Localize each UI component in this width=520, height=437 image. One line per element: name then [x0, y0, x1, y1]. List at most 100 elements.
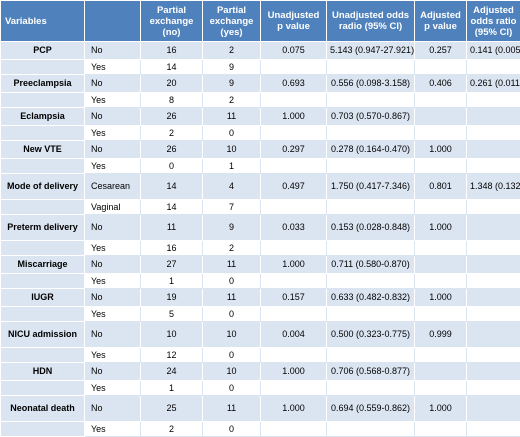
variable-cell: Preeclampsia [1, 75, 85, 93]
unadjusted-or-cell: 0.711 (0.580-0.870) [327, 256, 415, 274]
unadjusted-p-cell [261, 241, 327, 256]
level-cell: Yes [85, 381, 141, 396]
adjusted-p-cell [415, 159, 467, 174]
unadjusted-p-cell [261, 348, 327, 363]
unadjusted-or-cell: 1.750 (0.417-7.346) [327, 174, 415, 200]
adjusted-or-cell [467, 241, 520, 256]
partial-exchange-yes-cell: 9 [203, 60, 261, 75]
unadjusted-p-cell [261, 274, 327, 289]
variable-cell [1, 422, 85, 437]
adjusted-p-cell [415, 93, 467, 108]
partial-exchange-no-cell: 11 [141, 215, 203, 241]
adjusted-p-cell [415, 363, 467, 381]
partial-exchange-yes-cell: 10 [203, 141, 261, 159]
level-cell: No [85, 42, 141, 60]
level-cell: Cesarean [85, 174, 141, 200]
partial-exchange-no-cell: 12 [141, 348, 203, 363]
variable-cell [1, 159, 85, 174]
adjusted-or-cell: 0.261 (0.011-6.206) [467, 75, 520, 93]
adjusted-or-cell [467, 256, 520, 274]
unadjusted-or-cell [327, 159, 415, 174]
header-adjusted-p: Adjusted p value [415, 1, 467, 42]
partial-exchange-yes-cell: 9 [203, 215, 261, 241]
partial-exchange-no-cell: 10 [141, 322, 203, 348]
partial-exchange-yes-cell: 11 [203, 256, 261, 274]
adjusted-p-cell: 1.000 [415, 289, 467, 307]
adjusted-p-cell: 1.000 [415, 215, 467, 241]
variable-cell: NICU admission [1, 322, 85, 348]
variable-cell: New VTE [1, 141, 85, 159]
level-cell: No [85, 322, 141, 348]
level-cell: No [85, 289, 141, 307]
level-cell: Yes [85, 60, 141, 75]
variable-cell [1, 348, 85, 363]
partial-exchange-no-cell: 14 [141, 60, 203, 75]
unadjusted-p-cell [261, 60, 327, 75]
adjusted-or-cell [467, 200, 520, 215]
partial-exchange-yes-cell: 10 [203, 322, 261, 348]
partial-exchange-no-cell: 24 [141, 363, 203, 381]
level-cell: Yes [85, 159, 141, 174]
partial-exchange-yes-cell: 0 [203, 348, 261, 363]
unadjusted-or-cell [327, 274, 415, 289]
variable-cell: Miscarriage [1, 256, 85, 274]
adjusted-or-cell [467, 322, 520, 348]
variable-cell: Neonatal death [1, 396, 85, 422]
unadjusted-or-cell: 0.694 (0.559-0.862) [327, 396, 415, 422]
unadjusted-p-cell: 1.000 [261, 396, 327, 422]
unadjusted-p-cell: 0.693 [261, 75, 327, 93]
adjusted-or-cell [467, 396, 520, 422]
unadjusted-or-cell [327, 126, 415, 141]
unadjusted-p-cell: 0.075 [261, 42, 327, 60]
unadjusted-p-cell [261, 93, 327, 108]
adjusted-p-cell [415, 200, 467, 215]
variable-cell [1, 274, 85, 289]
partial-exchange-yes-cell: 0 [203, 274, 261, 289]
adjusted-p-cell [415, 126, 467, 141]
adjusted-p-cell [415, 348, 467, 363]
header-variables: Variables [1, 1, 85, 42]
variable-cell [1, 307, 85, 322]
adjusted-p-cell: 1.000 [415, 396, 467, 422]
adjusted-p-cell [415, 241, 467, 256]
level-cell: Yes [85, 348, 141, 363]
partial-exchange-no-cell: 26 [141, 108, 203, 126]
unadjusted-or-cell [327, 381, 415, 396]
adjusted-p-cell [415, 60, 467, 75]
adjusted-p-cell: 1.000 [415, 141, 467, 159]
unadjusted-or-cell: 0.556 (0.098-3.158) [327, 75, 415, 93]
adjusted-or-cell [467, 274, 520, 289]
adjusted-p-cell [415, 307, 467, 322]
unadjusted-p-cell: 0.497 [261, 174, 327, 200]
partial-exchange-no-cell: 16 [141, 241, 203, 256]
variable-cell [1, 93, 85, 108]
variable-cell [1, 200, 85, 215]
adjusted-p-cell: 0.999 [415, 322, 467, 348]
unadjusted-or-cell: 0.153 (0.028-0.848) [327, 215, 415, 241]
variable-cell: Preterm delivery [1, 215, 85, 241]
partial-exchange-yes-cell: 11 [203, 289, 261, 307]
adjusted-or-cell [467, 289, 520, 307]
partial-exchange-no-cell: 14 [141, 174, 203, 200]
adjusted-or-cell: 1.348 (0.132-13.747) [467, 174, 520, 200]
level-cell: No [85, 75, 141, 93]
partial-exchange-yes-cell: 4 [203, 174, 261, 200]
header-level [85, 1, 141, 42]
level-cell: Yes [85, 274, 141, 289]
partial-exchange-no-cell: 1 [141, 274, 203, 289]
unadjusted-p-cell [261, 381, 327, 396]
variable-cell: Eclampsia [1, 108, 85, 126]
unadjusted-p-cell: 1.000 [261, 108, 327, 126]
unadjusted-p-cell: 0.004 [261, 322, 327, 348]
variable-cell [1, 60, 85, 75]
